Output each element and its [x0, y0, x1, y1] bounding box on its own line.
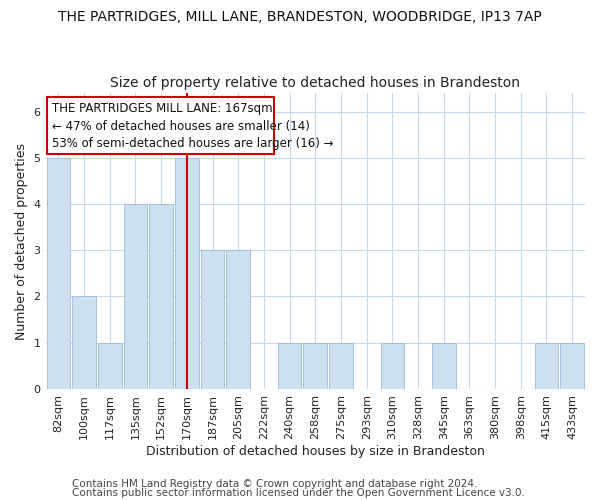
Text: ← 47% of detached houses are smaller (14): ← 47% of detached houses are smaller (14… — [52, 120, 310, 132]
Bar — [380, 342, 404, 389]
Title: Size of property relative to detached houses in Brandeston: Size of property relative to detached ho… — [110, 76, 520, 90]
Y-axis label: Number of detached properties: Number of detached properties — [15, 142, 28, 340]
Bar — [124, 204, 147, 389]
Text: THE PARTRIDGES MILL LANE: 167sqm: THE PARTRIDGES MILL LANE: 167sqm — [52, 102, 272, 116]
X-axis label: Distribution of detached houses by size in Brandeston: Distribution of detached houses by size … — [146, 444, 485, 458]
Text: Contains public sector information licensed under the Open Government Licence v3: Contains public sector information licen… — [72, 488, 525, 498]
FancyBboxPatch shape — [47, 97, 274, 154]
Bar — [535, 342, 558, 389]
Bar — [226, 250, 250, 389]
Bar — [560, 342, 584, 389]
Bar — [304, 342, 327, 389]
Bar — [201, 250, 224, 389]
Bar — [432, 342, 455, 389]
Bar — [149, 204, 173, 389]
Text: THE PARTRIDGES, MILL LANE, BRANDESTON, WOODBRIDGE, IP13 7AP: THE PARTRIDGES, MILL LANE, BRANDESTON, W… — [58, 10, 542, 24]
Bar — [175, 158, 199, 389]
Bar — [329, 342, 353, 389]
Bar — [47, 158, 70, 389]
Bar — [278, 342, 301, 389]
Bar — [72, 296, 96, 389]
Text: 53% of semi-detached houses are larger (16) →: 53% of semi-detached houses are larger (… — [52, 137, 334, 150]
Text: Contains HM Land Registry data © Crown copyright and database right 2024.: Contains HM Land Registry data © Crown c… — [72, 479, 478, 489]
Bar — [98, 342, 122, 389]
